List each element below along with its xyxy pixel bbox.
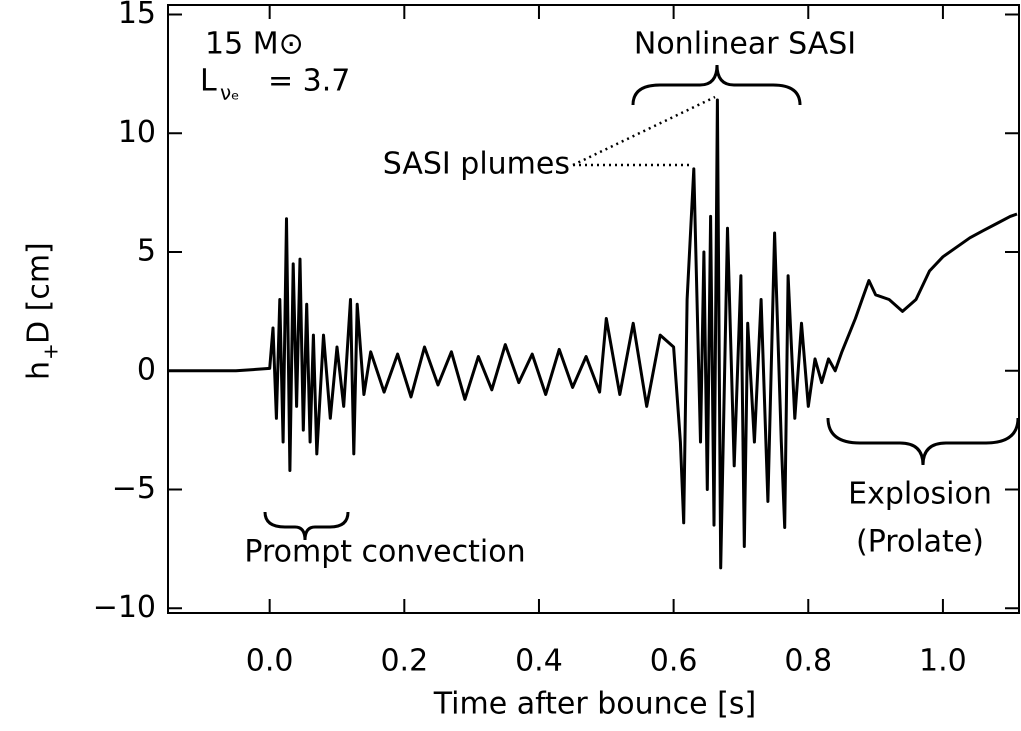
x-tick-label: 0.8 <box>784 644 832 679</box>
x-tick-label: 0.6 <box>650 644 698 679</box>
x-tick-label: 0.2 <box>380 644 428 679</box>
annotation: Explosion <box>848 477 992 512</box>
y-axis-title-part: + <box>39 343 63 360</box>
y-tick-label: 5 <box>137 234 156 269</box>
y-tick-label: 15 <box>118 0 156 31</box>
x-tick-label: 0.0 <box>246 644 294 679</box>
brace <box>826 417 1020 466</box>
brace <box>631 64 802 106</box>
annotation: = 3.7 <box>268 64 350 99</box>
annotation: SASI plumes <box>383 147 570 182</box>
y-tick-label: 10 <box>118 115 156 150</box>
y-tick-label: −5 <box>112 471 156 506</box>
y-axis-title-part: D [cm] <box>22 242 57 344</box>
y-tick-label: −10 <box>93 590 156 625</box>
pointer-line <box>572 95 716 167</box>
annotation: νₑ <box>220 81 240 105</box>
annotation: L <box>200 64 217 99</box>
annotation: Prompt convection <box>244 535 525 570</box>
x-tick-label: 1.0 <box>919 644 967 679</box>
x-axis-title: Time after bounce [s] <box>433 687 756 722</box>
plot-frame <box>167 4 1020 614</box>
signal-line <box>168 98 1018 570</box>
y-axis-title-part: h <box>22 361 57 380</box>
x-tick-label: 0.4 <box>515 644 563 679</box>
y-tick-label: 0 <box>137 352 156 387</box>
annotation: 15 M⊙ <box>205 27 304 62</box>
annotation: (Prolate) <box>856 525 984 560</box>
brace <box>263 511 350 541</box>
y-axis-title: h + D [cm] <box>22 242 63 380</box>
annotation: Nonlinear SASI <box>634 27 856 62</box>
